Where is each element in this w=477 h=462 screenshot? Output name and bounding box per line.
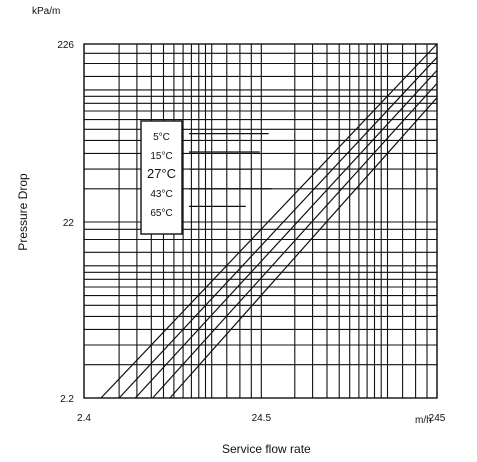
y-unit-label: kPa/m [32,6,60,17]
y-axis-title: Pressure Drop [16,173,30,251]
grid [84,44,437,398]
y-tick-label-2: 22 [63,218,75,229]
y-tick-label-1: 2.2 [60,394,74,405]
series-line-5 [170,98,437,398]
legend-label-4: 43°C [150,189,172,200]
legend-label-5: 65°C [150,208,172,219]
legend-label-1: 5°C [153,132,170,143]
x-tick-label-2: 24.5 [252,413,272,424]
y-tick-label-3: 226 [57,40,74,51]
x-tick-label-1: 2.4 [77,413,91,424]
legend: 5°C 15°C 27°C 43°C 65°C [141,121,272,234]
x-tick-label-3: 245 [429,413,446,424]
legend-label-3: 27°C [147,166,176,181]
x-axis-title: Service flow rate [222,442,311,456]
legend-label-2: 15°C [150,151,172,162]
axis-labels: kPa/m m/h Service flow rate Pressure Dro… [16,6,432,456]
